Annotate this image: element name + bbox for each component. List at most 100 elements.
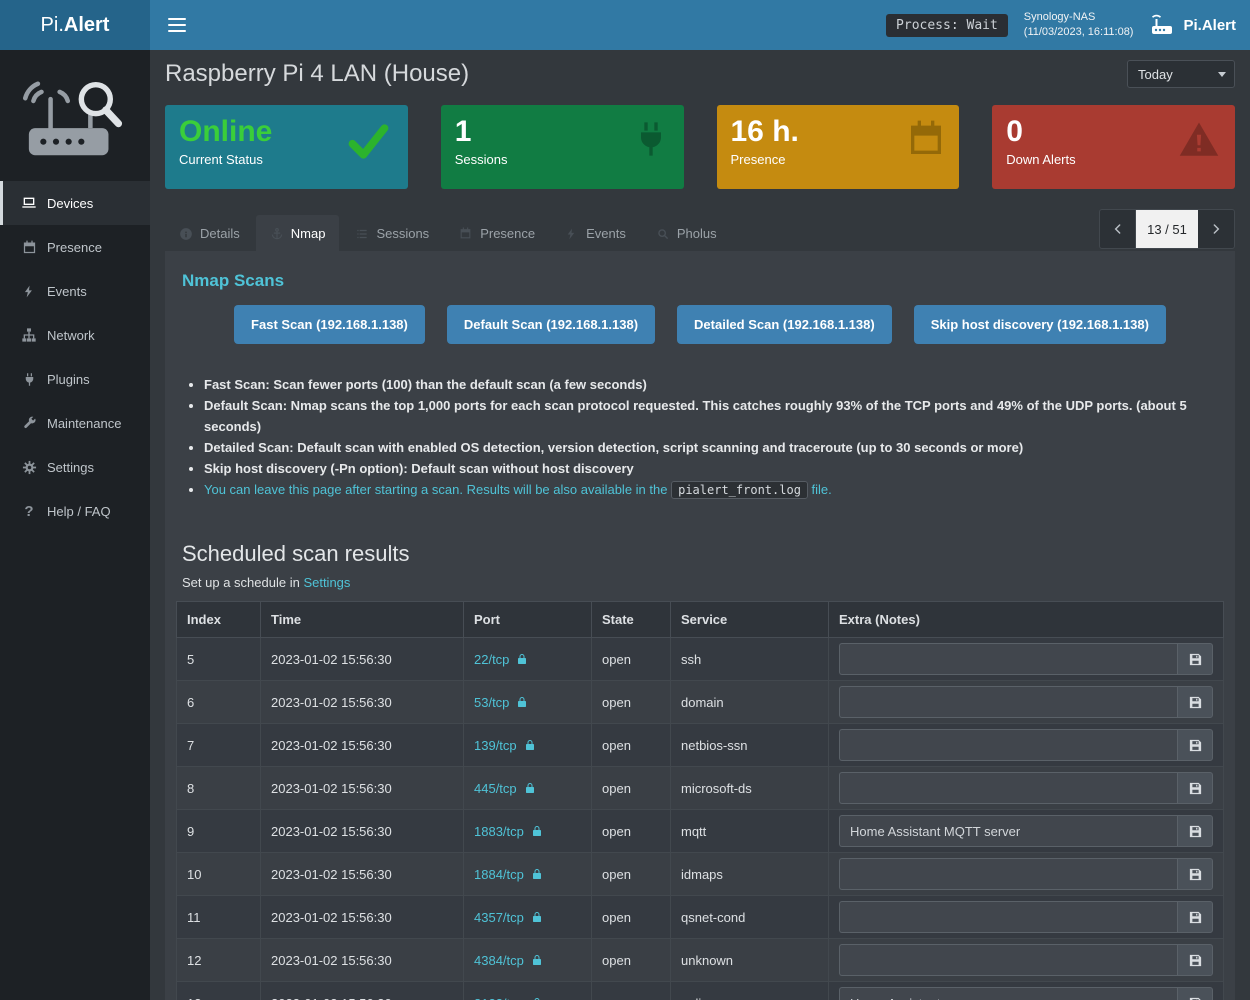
- note-input[interactable]: [839, 858, 1177, 890]
- note-input[interactable]: [839, 944, 1177, 976]
- sidebar-item-presence[interactable]: Presence: [0, 225, 150, 269]
- port-link[interactable]: 22/tcp: [474, 651, 510, 667]
- settings-link[interactable]: Settings: [303, 575, 351, 590]
- save-note-button[interactable]: [1177, 944, 1213, 976]
- sessions-value: 1: [454, 115, 472, 148]
- port-link[interactable]: 4384/tcp: [474, 952, 524, 968]
- cell-index: 12: [176, 938, 261, 982]
- port-link[interactable]: 445/tcp: [474, 780, 517, 796]
- tab-pholus[interactable]: Pholus: [642, 215, 731, 251]
- skip-host-discovery-button[interactable]: Skip host discovery (192.168.1.138): [913, 305, 1166, 344]
- stat-cards: Online Current Status 1 Sessions 16 h. P…: [165, 105, 1235, 189]
- save-note-button[interactable]: [1177, 815, 1213, 847]
- sidebar-item-plugins[interactable]: Plugins: [0, 357, 150, 401]
- save-note-button[interactable]: [1177, 686, 1213, 718]
- sidebar-item-help[interactable]: ? Help / FAQ: [0, 489, 150, 533]
- network-icon: [21, 327, 37, 343]
- default-scan-button[interactable]: Default Scan (192.168.1.138): [446, 305, 656, 344]
- col-state: State: [591, 601, 671, 638]
- port-link[interactable]: 4357/tcp: [474, 909, 524, 925]
- port-link[interactable]: 1884/tcp: [474, 866, 524, 882]
- floppy-icon: [1188, 824, 1203, 839]
- period-select[interactable]: Today: [1127, 60, 1235, 88]
- cell-service: ssh: [670, 637, 829, 681]
- table-row: 12 2023-01-02 15:56:30 4384/tcp open unk…: [176, 938, 1224, 982]
- cell-state: open: [591, 766, 671, 810]
- note-input[interactable]: [839, 815, 1177, 847]
- port-link[interactable]: 53/tcp: [474, 694, 510, 710]
- cell-service: polipo: [670, 981, 829, 1000]
- cell-index: 10: [176, 852, 261, 896]
- sidebar-item-label: Network: [47, 327, 95, 343]
- cell-extra-notes: [828, 809, 1224, 853]
- lock-icon: [516, 653, 528, 665]
- cell-time: 2023-01-02 15:56:30: [260, 637, 464, 681]
- tab-label: Details: [200, 226, 240, 241]
- tab-nmap[interactable]: Nmap: [255, 215, 340, 251]
- card-current-status[interactable]: Online Current Status: [165, 105, 408, 189]
- sidebar-item-devices[interactable]: Devices: [0, 181, 150, 225]
- tab-sessions[interactable]: Sessions: [341, 215, 443, 251]
- sidebar-item-label: Maintenance: [47, 415, 122, 431]
- note-input[interactable]: [839, 686, 1177, 718]
- top-bar: Pi. Alert Process: Wait Synology-NAS (11/…: [0, 0, 1250, 50]
- card-sessions[interactable]: 1 Sessions: [440, 105, 684, 189]
- port-link[interactable]: 8123/tcp: [474, 996, 524, 1000]
- calendar-icon: [906, 119, 946, 159]
- port-link[interactable]: 139/tcp: [474, 737, 517, 753]
- col-extra-notes: Extra (Notes): [828, 601, 1224, 638]
- cell-extra-notes: [828, 766, 1224, 810]
- question-icon: ?: [24, 502, 34, 520]
- page-title: Raspberry Pi 4 LAN (House): [165, 60, 470, 87]
- save-note-button[interactable]: [1177, 858, 1213, 890]
- detailed-scan-button[interactable]: Detailed Scan (192.168.1.138): [677, 305, 892, 344]
- tab-events[interactable]: Events: [551, 215, 640, 251]
- info-icon: [179, 227, 193, 241]
- table-row: 8 2023-01-02 15:56:30 445/tcp open micro…: [176, 766, 1224, 810]
- cell-service: mqtt: [670, 809, 829, 853]
- sidebar-item-events[interactable]: Events: [0, 269, 150, 313]
- fast-scan-button[interactable]: Fast Scan (192.168.1.138): [234, 305, 425, 344]
- presence-value: 16 h.: [730, 115, 799, 148]
- card-presence[interactable]: 16 h. Presence: [716, 105, 960, 189]
- save-note-button[interactable]: [1177, 729, 1213, 761]
- app-logo-bold: Alert: [63, 13, 110, 36]
- port-link[interactable]: 1883/tcp: [474, 823, 524, 839]
- scan-results-table: Index Time Port State Service Extra (Not…: [176, 601, 1224, 1000]
- card-down-alerts[interactable]: 0 Down Alerts: [992, 105, 1235, 189]
- tab-details[interactable]: Details: [165, 215, 254, 251]
- note-input[interactable]: [839, 729, 1177, 761]
- cell-state: open: [591, 809, 671, 853]
- cell-port: 22/tcp: [463, 637, 592, 681]
- note-input[interactable]: [839, 772, 1177, 804]
- save-note-button[interactable]: [1177, 772, 1213, 804]
- pialert-router-logo: [0, 50, 150, 181]
- cell-extra-notes: [828, 723, 1224, 767]
- save-note-button[interactable]: [1177, 901, 1213, 933]
- status-value: Online: [179, 115, 273, 148]
- wrench-icon: [21, 415, 37, 431]
- app-logo[interactable]: Pi. Alert: [0, 0, 150, 50]
- next-device-button[interactable]: [1198, 209, 1235, 249]
- sidebar-item-settings[interactable]: Settings: [0, 445, 150, 489]
- tab-presence[interactable]: Presence: [445, 215, 549, 251]
- prev-device-button[interactable]: [1099, 209, 1136, 249]
- sidebar-item-maintenance[interactable]: Maintenance: [0, 401, 150, 445]
- save-note-button[interactable]: [1177, 643, 1213, 675]
- note-input[interactable]: [839, 987, 1177, 1000]
- sidebar-toggle-icon[interactable]: [168, 14, 186, 36]
- schedule-text: Set up a schedule in: [182, 575, 300, 590]
- save-note-button[interactable]: [1177, 987, 1213, 1000]
- note-input[interactable]: [839, 643, 1177, 675]
- sidebar-item-network[interactable]: Network: [0, 313, 150, 357]
- cell-state: open: [591, 680, 671, 724]
- device-page-indicator: 13 / 51: [1136, 209, 1198, 249]
- cell-port: 4384/tcp: [463, 938, 592, 982]
- table-row: 6 2023-01-02 15:56:30 53/tcp open domain: [176, 680, 1224, 724]
- main-content: Raspberry Pi 4 LAN (House) Today Online …: [150, 50, 1250, 1000]
- cell-extra-notes: [828, 637, 1224, 681]
- lock-icon: [524, 782, 536, 794]
- sidebar-item-label: Settings: [47, 459, 94, 475]
- note-input[interactable]: [839, 901, 1177, 933]
- header-brand[interactable]: Pi.Alert: [1149, 13, 1236, 37]
